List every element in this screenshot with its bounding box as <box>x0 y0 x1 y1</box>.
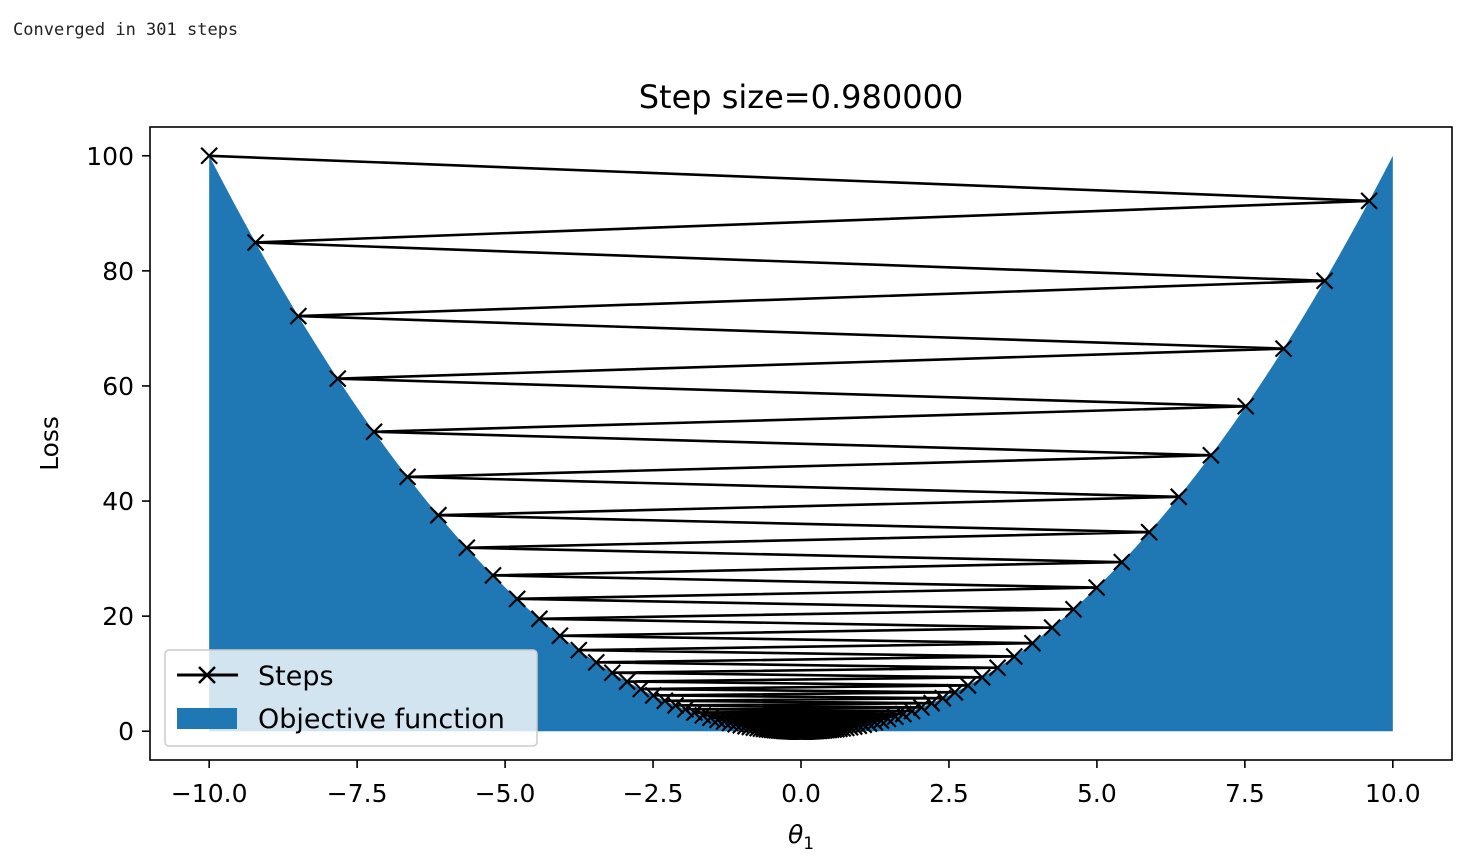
y-tick-label: 60 <box>102 372 134 401</box>
step-marker <box>973 668 991 687</box>
step-marker <box>792 722 810 741</box>
step-marker <box>587 653 606 672</box>
step-marker <box>1360 192 1378 210</box>
step-marker <box>429 506 448 524</box>
cell-output-text: Converged in 301 steps <box>13 20 239 40</box>
step-marker <box>1202 446 1220 465</box>
y-axis-label: Loss <box>35 416 64 471</box>
step-marker <box>715 712 733 731</box>
step-marker <box>458 538 476 557</box>
y-tick-label: 20 <box>102 602 134 631</box>
y-tick-label: 100 <box>86 142 134 171</box>
step-marker <box>946 683 964 702</box>
y-ticks: 0 20 40 60 80 100 <box>86 142 150 746</box>
step-marker <box>1043 618 1061 637</box>
step-marker <box>530 610 549 628</box>
step-marker <box>879 710 897 728</box>
step-marker <box>1064 600 1083 619</box>
x-tick-label: 0.0 <box>781 779 821 808</box>
step-marker <box>988 658 1007 677</box>
x-tick-label: 2.5 <box>929 779 969 808</box>
x-axis-label-main: θ <box>788 820 803 849</box>
x-tick-label: −5.0 <box>475 779 536 808</box>
step-marker <box>200 146 218 165</box>
legend-steps-marker <box>198 666 216 684</box>
step-marker <box>631 680 650 698</box>
step-marker <box>328 369 347 388</box>
step-marker <box>365 422 383 441</box>
x-ticks: −10.0 −7.5 −5.0 −2.5 0.0 2.5 5.0 7.5 10.0 <box>171 760 1421 808</box>
step-marker <box>860 714 878 733</box>
step-marker <box>1274 339 1293 358</box>
step-marker <box>1023 634 1042 653</box>
steps-layer <box>200 146 1378 741</box>
legend-objective-swatch <box>177 708 237 729</box>
x-tick-label: −10.0 <box>171 779 248 808</box>
step-marker <box>676 700 695 719</box>
step-marker <box>721 714 739 732</box>
step-marker <box>959 676 977 695</box>
chart-title: Step size=0.980000 <box>639 78 964 116</box>
step-marker <box>1315 272 1334 290</box>
step-marker <box>1005 647 1024 666</box>
legend-steps-label: Steps <box>258 661 334 692</box>
step-marker <box>656 692 674 710</box>
x-tick-label: 7.5 <box>1225 779 1265 808</box>
step-marker <box>934 689 952 707</box>
y-tick-label: 40 <box>102 487 134 516</box>
step-marker <box>1169 488 1188 506</box>
x-tick-label: −2.5 <box>623 779 684 808</box>
step-marker <box>484 566 502 585</box>
step-marker <box>570 641 588 659</box>
step-marker <box>912 698 931 717</box>
step-marker <box>1087 578 1106 597</box>
legend-objective-label: Objective function <box>258 704 505 735</box>
x-tick-label: 10.0 <box>1365 779 1421 808</box>
step-marker <box>551 626 569 645</box>
legend: Steps Objective function <box>164 649 538 747</box>
step-marker <box>922 694 941 712</box>
x-tick-label: −7.5 <box>327 779 388 808</box>
x-axis-label-sub: 1 <box>803 834 814 854</box>
step-marker <box>866 713 884 732</box>
step-marker <box>246 233 265 252</box>
y-tick-label: 80 <box>102 257 134 286</box>
step-marker <box>644 686 663 705</box>
y-tick-label: 0 <box>118 717 134 746</box>
step-marker <box>398 468 417 486</box>
x-tick-label: 5.0 <box>1077 779 1117 808</box>
step-marker <box>603 663 622 682</box>
step-marker <box>1113 553 1131 571</box>
step-marker <box>1140 523 1158 541</box>
step-marker <box>508 590 526 608</box>
step-marker <box>1236 397 1255 416</box>
x-axis-label: θ1 <box>788 820 814 854</box>
step-marker <box>618 672 636 691</box>
step-marker <box>666 696 685 715</box>
legend-box <box>164 649 538 747</box>
step-marker <box>289 307 308 325</box>
